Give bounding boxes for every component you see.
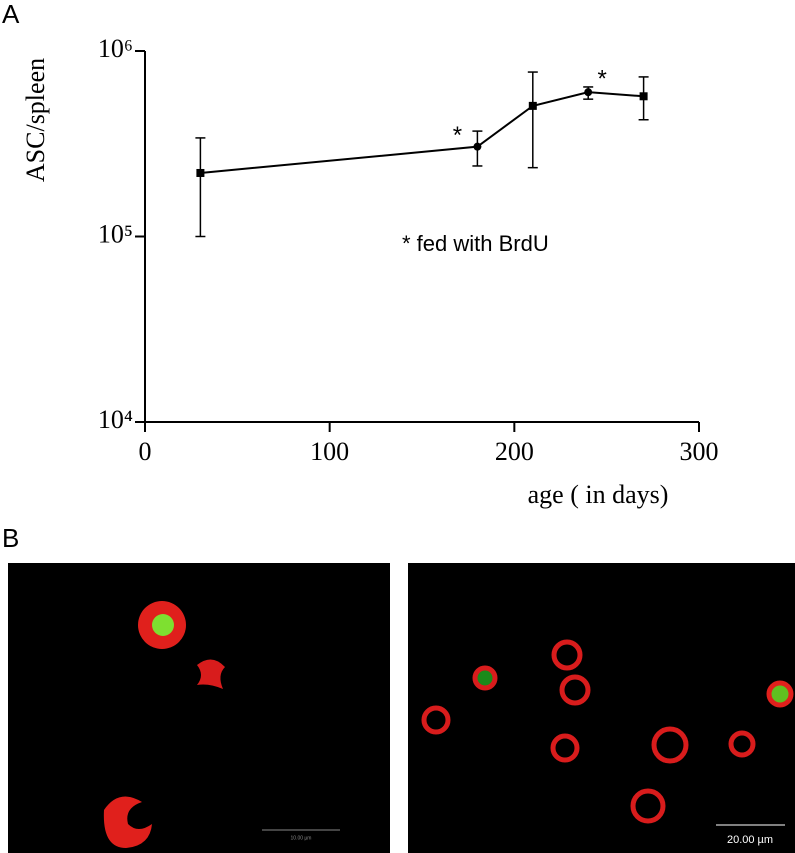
marker: [584, 88, 593, 97]
y-axis-label: ASC/spleen: [21, 58, 50, 182]
annotation: *: [598, 65, 607, 92]
y-tick-label: 10⁵: [98, 219, 133, 248]
x-tick-label: 300: [680, 437, 719, 466]
marker: [473, 142, 482, 151]
y-tick-label: 10⁴: [98, 405, 133, 434]
x-tick-label: 200: [495, 437, 534, 466]
scale-bar-label: 20.00 µm: [727, 834, 773, 846]
y-tick-label: 10⁶: [98, 34, 133, 63]
panel-label: A: [2, 0, 20, 29]
error-bar: [195, 137, 206, 238]
marker: [196, 168, 205, 177]
scale-bar-label: 10.00 µm: [291, 835, 312, 841]
data-line: [200, 91, 644, 174]
x-tick-label: 100: [310, 437, 349, 466]
marker: [639, 92, 648, 101]
error-bar: [527, 71, 538, 169]
micrograph-left: 10.00 µm: [8, 563, 390, 853]
x-axis-label: age ( in days): [528, 480, 669, 509]
micrograph-right: 20.00 µm: [408, 563, 795, 853]
panel-label: B: [2, 523, 19, 553]
annotation: * fed with BrdU: [402, 231, 549, 256]
annotation: *: [453, 122, 462, 149]
x-tick-label: 0: [139, 437, 152, 466]
marker: [528, 101, 537, 110]
